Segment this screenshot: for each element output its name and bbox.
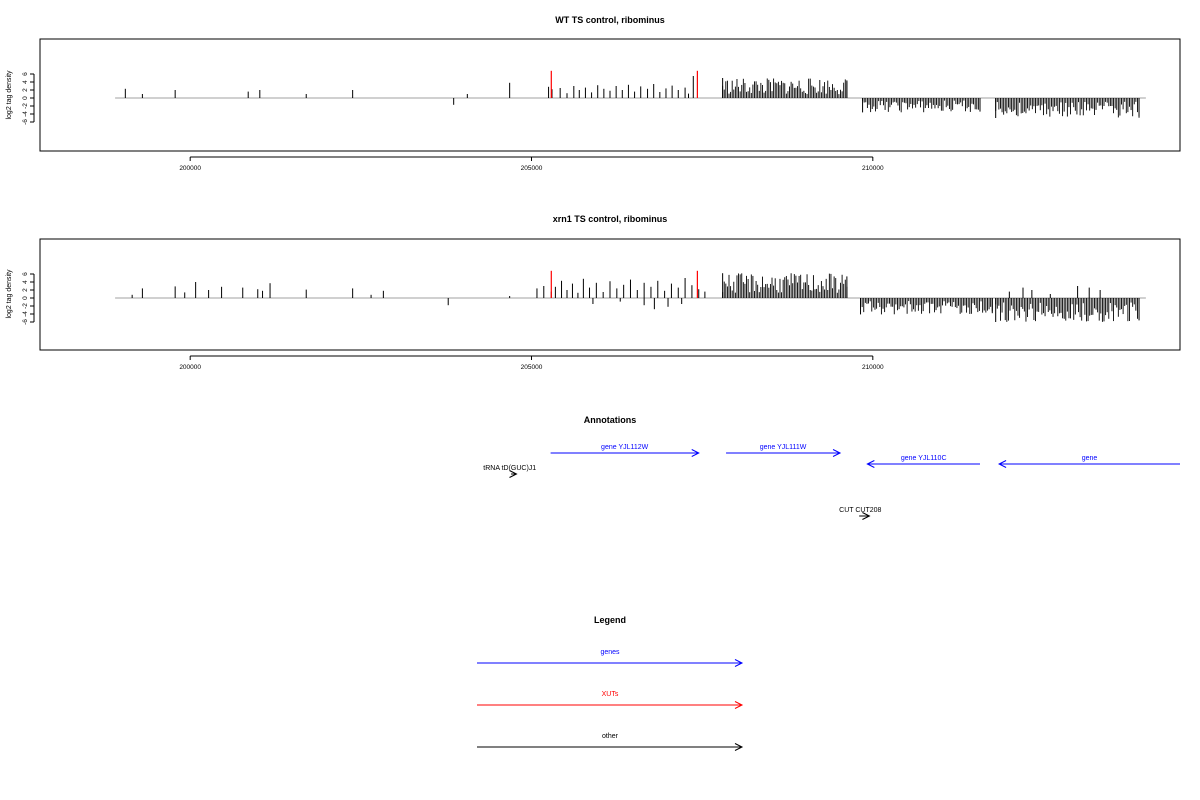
xrn1-signal-bars [115,270,1146,322]
xrn1-y-tick-label: -6 [22,319,29,325]
wt-y-tick-label: -4 [22,111,29,117]
wt-y-tick-label: 6 [22,72,29,76]
annotation-label: gene YJL112W [601,444,649,451]
annotation-label: gene YJL111W [760,444,807,451]
wt-x-tick-label: 205000 [521,165,543,172]
xrn1-y-tick-label: -2 [22,303,29,309]
annotation-arrow [550,449,700,457]
annotation-arrow [509,470,518,478]
legend-arrow-genes [477,659,744,667]
annotation-label: gene [1082,455,1098,462]
annotation-arrow [997,460,1180,468]
xrn1-x-tick-label: 205000 [521,364,543,371]
xrn1-y-tick-label: 0 [22,296,29,300]
wt-y-tick-label: 4 [22,80,29,84]
wt-panel-title: WT TS control, ribominus [555,15,665,25]
xrn1-y-tick-label: -4 [22,311,29,317]
legend-label: other [602,733,619,740]
xrn1-y-tick-label: 4 [22,280,29,284]
annotations-title: Annotations [584,415,637,425]
xrn1-x-tick-label: 210000 [862,364,884,371]
annotation-label: CUT CUT208 [839,507,881,514]
xrn1-axes: -6 -4 -2 0 2 4 6 200000 205000 210000 [22,272,884,371]
wt-y-axis-label: log2 tag density [6,70,13,120]
xrn1-y-tick-label: 2 [22,288,29,292]
annotation-tracks: tRNA tD(GUC)J1 gene YJL112W gene YJL111W ge… [483,444,1180,520]
annotations-panel: Annotations tRNA tD(GUC)J1 gene YJL112W ge… [483,415,1180,520]
wt-signal-bars [115,70,1146,118]
wt-y-tick-label: -6 [22,119,29,125]
xrn1-y-axis-label: log2 tag density [6,269,13,319]
annotation-arrow [859,512,871,520]
annotation-label: gene YJL110C [901,455,947,462]
wt-panel: WT TS control, ribominus log2 tag densit… [6,15,1181,172]
wt-y-tick-label: -2 [22,103,29,109]
xrn1-panel: xrn1 TS control, ribominus log2 tag dens… [6,214,1181,371]
legend-arrow-other [477,743,744,751]
legend-title: Legend [594,615,626,625]
wt-plot-frame [39,38,1181,152]
xrn1-panel-title: xrn1 TS control, ribominus [553,214,668,224]
legend-arrow-xuts [477,701,744,709]
xrn1-x-tick-label: 200000 [179,364,201,371]
wt-y-tick-label: 2 [22,88,29,92]
wt-axes: -6 -4 -2 0 2 4 6 200000 205000 210000 [22,72,884,172]
xrn1-y-tick-label: 6 [22,272,29,276]
wt-x-tick-label: 200000 [179,165,201,172]
wt-y-tick-label: 0 [22,96,29,100]
legend-panel: Legend genes XUTs other [477,615,744,751]
annotation-arrow [726,449,842,457]
legend-label: genes [600,649,620,656]
legend-entries: genes XUTs other [477,649,744,751]
annotation-label: tRNA tD(GUC)J1 [483,465,536,472]
annotation-arrow [866,460,980,468]
wt-x-tick-label: 210000 [862,165,884,172]
xrn1-plot-frame [39,238,1181,351]
legend-label: XUTs [602,691,619,698]
